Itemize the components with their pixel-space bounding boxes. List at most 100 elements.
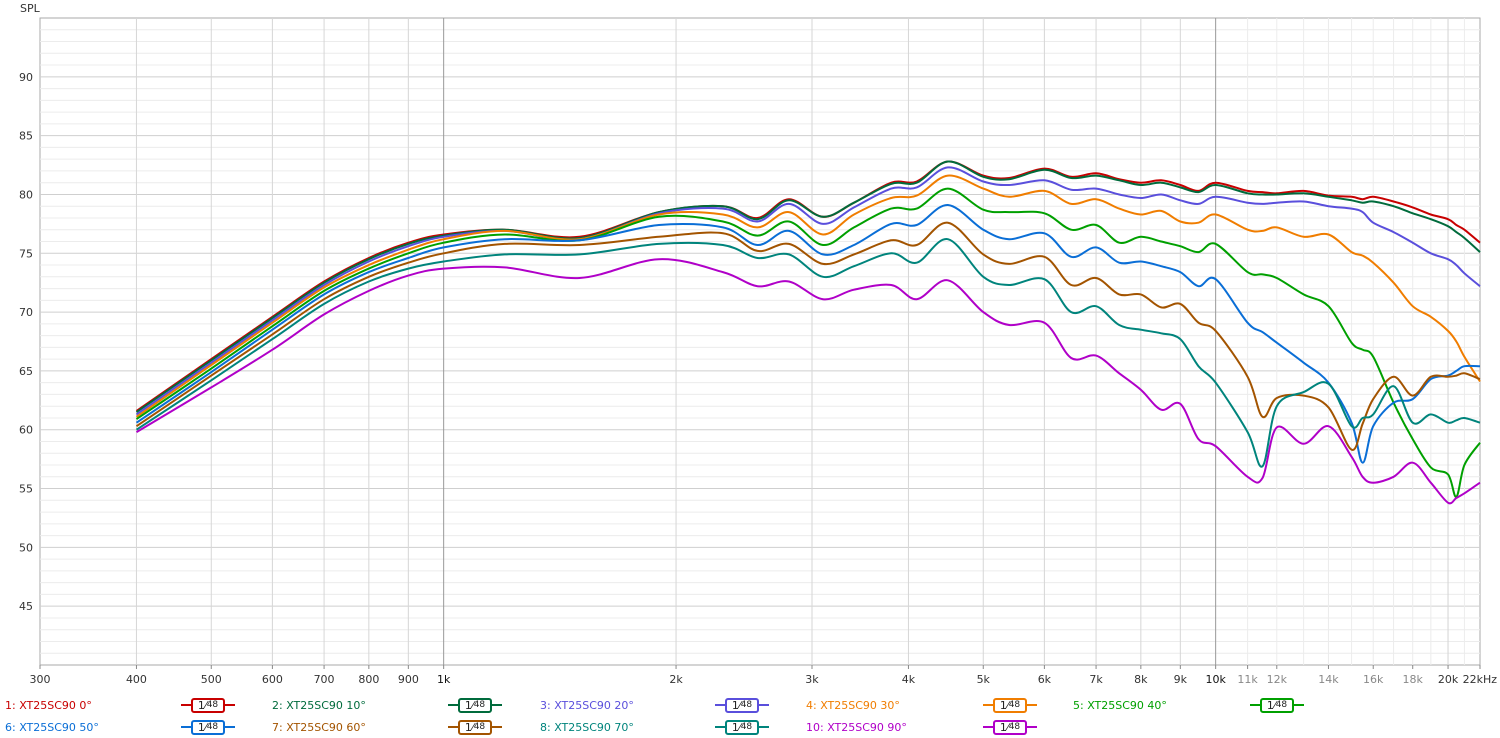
legend-line-swatch xyxy=(1250,704,1260,706)
y-tick-label: 65 xyxy=(19,365,33,378)
smoothing-box: 1 ⁄ 48 xyxy=(1260,697,1294,713)
x-tick-label: 500 xyxy=(201,673,222,686)
smoothing-numerator: 1 xyxy=(464,698,472,712)
series-line-7 xyxy=(135,221,1481,451)
smoothing-indicator[interactable]: 1 ⁄ 48 xyxy=(181,697,235,713)
smoothing-numerator: 1 xyxy=(1266,698,1274,712)
y-tick-label: 90 xyxy=(19,71,33,84)
legend-line-swatch xyxy=(759,726,769,728)
legend-entry[interactable]: 8: XT25SC90 70° 1 ⁄ 48 xyxy=(540,717,800,737)
legend-entry[interactable]: 3: XT25SC90 20° 1 ⁄ 48 xyxy=(540,695,800,715)
x-tick-label: 11k xyxy=(1237,673,1258,686)
x-tick-label: 600 xyxy=(262,673,283,686)
y-tick-label: 75 xyxy=(19,247,33,260)
smoothing-indicator[interactable]: 1 ⁄ 48 xyxy=(983,719,1037,735)
legend-line-swatch xyxy=(181,704,191,706)
legend: 1: XT25SC90 0° 1 ⁄ 48 2: XT25SC90 10° 1 ⁄ 48… xyxy=(0,695,1500,738)
smoothing-numerator: 1 xyxy=(731,720,739,734)
legend-entry[interactable]: 6: XT25SC90 50° 1 ⁄ 48 xyxy=(5,717,265,737)
y-tick-label: 85 xyxy=(19,130,33,143)
smoothing-denominator: 48 xyxy=(473,721,486,732)
smoothing-denominator: 48 xyxy=(740,721,753,732)
smoothing-numerator: 1 xyxy=(197,698,205,712)
legend-line-swatch xyxy=(181,726,191,728)
smoothing-box: 1 ⁄ 48 xyxy=(191,697,225,713)
x-tick-label: 20k xyxy=(1438,673,1459,686)
legend-entry[interactable]: 10: XT25SC90 90° 1 ⁄ 48 xyxy=(806,717,1066,737)
x-tick-label: 8k xyxy=(1134,673,1148,686)
legend-line-swatch xyxy=(225,704,235,706)
legend-label: 2: XT25SC90 10° xyxy=(272,698,366,712)
legend-line-swatch xyxy=(225,726,235,728)
smoothing-indicator[interactable]: 1 ⁄ 48 xyxy=(715,697,769,713)
x-tick-label: 18k xyxy=(1403,673,1424,686)
legend-line-swatch xyxy=(983,726,993,728)
x-tick-label: 1k xyxy=(437,673,451,686)
x-tick-label: 12k xyxy=(1267,673,1288,686)
smoothing-numerator: 1 xyxy=(999,698,1007,712)
x-tick-label: 9k xyxy=(1174,673,1188,686)
legend-label: 1: XT25SC90 0° xyxy=(5,698,92,712)
x-tick-label: 7k xyxy=(1089,673,1103,686)
legend-line-swatch xyxy=(492,726,502,728)
curves xyxy=(135,160,1481,505)
x-tick-label: 2k xyxy=(669,673,683,686)
frequency-response-chart: 45 50 55 60 65 70 75 80 85 90 300 400 500 600 700 800 90… xyxy=(19,2,1497,686)
smoothing-numerator: 1 xyxy=(999,720,1007,734)
axes: 45 50 55 60 65 70 75 80 85 90 300 400 500 600 700 800 90… xyxy=(19,71,1497,686)
smoothing-numerator: 1 xyxy=(731,698,739,712)
x-tick-label: 16k xyxy=(1363,673,1384,686)
smoothing-numerator: 1 xyxy=(464,720,472,734)
smoothing-indicator[interactable]: 1 ⁄ 48 xyxy=(983,697,1037,713)
smoothing-indicator[interactable]: 1 ⁄ 48 xyxy=(448,697,502,713)
y-tick-label: 70 xyxy=(19,306,33,319)
legend-line-swatch xyxy=(1294,704,1304,706)
legend-line-swatch xyxy=(448,704,458,706)
smoothing-indicator[interactable]: 1 ⁄ 48 xyxy=(181,719,235,735)
x-tick-label: 400 xyxy=(126,673,147,686)
legend-line-swatch xyxy=(492,704,502,706)
smoothing-denominator: 48 xyxy=(1008,699,1021,710)
smoothing-indicator[interactable]: 1 ⁄ 48 xyxy=(715,719,769,735)
x-tick-label: 5k xyxy=(977,673,991,686)
legend-label: 6: XT25SC90 50° xyxy=(5,720,99,734)
grid xyxy=(39,17,1481,666)
x-tick-label: 900 xyxy=(398,673,419,686)
smoothing-denominator: 48 xyxy=(1275,699,1288,710)
smoothing-indicator[interactable]: 1 ⁄ 48 xyxy=(1250,697,1304,713)
legend-line-swatch xyxy=(1027,726,1037,728)
legend-label: 8: XT25SC90 70° xyxy=(540,720,634,734)
series-line-2 xyxy=(135,160,1481,413)
series-line-6 xyxy=(135,203,1481,464)
x-tick-label: 3k xyxy=(805,673,819,686)
x-tick-label: 700 xyxy=(314,673,335,686)
legend-line-swatch xyxy=(715,704,725,706)
y-tick-label: 50 xyxy=(19,541,33,554)
legend-entry[interactable]: 2: XT25SC90 10° 1 ⁄ 48 xyxy=(272,695,532,715)
smoothing-box: 1 ⁄ 48 xyxy=(458,719,492,735)
legend-entry[interactable]: 5: XT25SC90 40° 1 ⁄ 48 xyxy=(1073,695,1333,715)
x-tick-label: 22kHz xyxy=(1463,673,1498,686)
x-tick-label: 800 xyxy=(358,673,379,686)
x-tick-label: 6k xyxy=(1038,673,1052,686)
legend-entry[interactable]: 4: XT25SC90 30° 1 ⁄ 48 xyxy=(806,695,1066,715)
legend-entry[interactable]: 1: XT25SC90 0° 1 ⁄ 48 xyxy=(5,695,265,715)
smoothing-box: 1 ⁄ 48 xyxy=(725,697,759,713)
legend-line-swatch xyxy=(759,704,769,706)
legend-label: 5: XT25SC90 40° xyxy=(1073,698,1167,712)
smoothing-indicator[interactable]: 1 ⁄ 48 xyxy=(448,719,502,735)
smoothing-denominator: 48 xyxy=(206,699,219,710)
smoothing-box: 1 ⁄ 48 xyxy=(191,719,225,735)
x-tick-label: 14k xyxy=(1318,673,1339,686)
legend-entry[interactable]: 7: XT25SC90 60° 1 ⁄ 48 xyxy=(272,717,532,737)
y-tick-label: 45 xyxy=(19,600,33,613)
legend-line-swatch xyxy=(983,704,993,706)
y-tick-label: 55 xyxy=(19,483,33,496)
smoothing-denominator: 48 xyxy=(740,699,753,710)
y-tick-label: 80 xyxy=(19,188,33,201)
smoothing-box: 1 ⁄ 48 xyxy=(458,697,492,713)
legend-label: 7: XT25SC90 60° xyxy=(272,720,366,734)
smoothing-box: 1 ⁄ 48 xyxy=(993,697,1027,713)
x-tick-label: 4k xyxy=(902,673,916,686)
series-line-4 xyxy=(135,174,1481,418)
